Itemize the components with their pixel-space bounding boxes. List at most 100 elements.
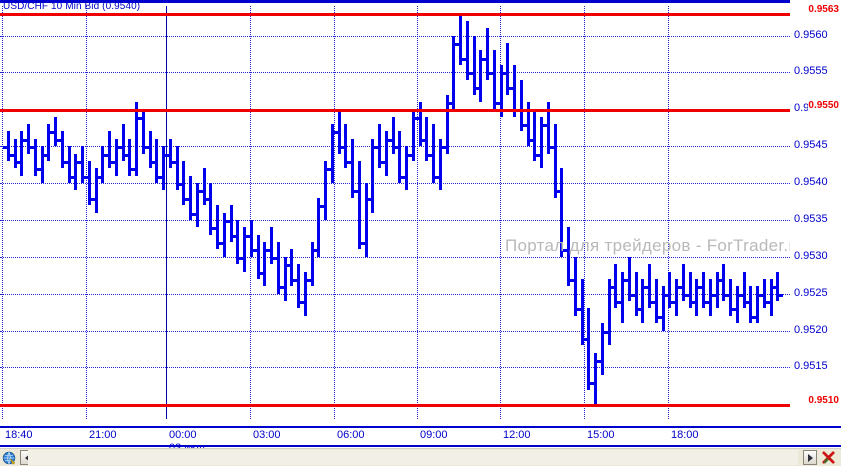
ohlc-open-tick [664,293,668,297]
ohlc-bar [176,146,179,191]
ohlc-bar [270,227,273,265]
ohlc-open-tick [313,249,317,253]
ohlc-open-tick [219,242,223,245]
ohlc-bar [74,153,77,191]
ohlc-close-tick [779,293,783,297]
gridline-vertical [417,6,418,419]
ohlc-open-tick [64,160,68,164]
ohlc-open-tick [151,160,155,164]
ohlc-bar [587,308,590,390]
ohlc-open-tick [334,131,338,135]
gridline-vertical [584,6,585,419]
ohlc-open-tick [192,212,196,216]
ohlc-open-tick [745,301,749,304]
ohlc-bar [722,264,725,301]
ohlc-bar [317,197,320,257]
gridline-vertical [668,6,669,419]
time-tick-label: 06:00 [337,429,365,441]
scroll-right-button[interactable] [803,450,817,465]
ohlc-open-tick [455,42,459,46]
chart-plot-area[interactable] [0,6,790,419]
ohlc-bar [47,124,50,161]
ohlc-open-tick [570,278,574,282]
ohlc-open-tick [543,124,547,127]
ohlc-bar [54,116,57,147]
ohlc-bar [419,101,422,147]
ohlc-bar [668,271,671,309]
ohlc-bar [371,138,374,213]
price-level-label: 0.9563 [808,4,839,16]
time-axis[interactable]: 03 июл 18:4021:0000:0003:0006:0009:0012:… [0,428,841,454]
ohlc-bar [459,13,462,65]
ohlc-bar [520,79,523,132]
ohlc-bar [324,160,327,220]
ohlc-open-tick [118,146,122,150]
time-tick-label: 03:00 [253,429,281,441]
ohlc-bar [68,146,71,183]
ohlc-bar [365,183,368,257]
ohlc-open-tick [307,278,311,282]
ohlc-bar [729,278,732,316]
ohlc-bar [567,227,570,287]
ohlc-bar [655,278,658,324]
ohlc-bars [0,6,790,419]
time-tick-label: 00:00 [169,429,197,441]
time-tick-label: 18:40 [5,429,33,441]
gridline-vertical [500,6,501,419]
ohlc-open-tick [158,175,162,179]
ohlc-open-tick [691,301,695,304]
ohlc-open-tick [253,249,257,253]
ohlc-bar [338,109,341,154]
ohlc-open-tick [246,234,250,238]
price-level-label: 0.9550 [808,100,839,112]
ohlc-bar [20,131,23,176]
chart-bottom-border [0,426,841,428]
ohlc-bar [554,124,557,198]
ohlc-open-tick [502,72,506,76]
ohlc-bar [682,264,685,301]
ohlc-bar [385,131,388,176]
ohlc-open-tick [536,153,540,157]
ohlc-bar [135,101,138,176]
ohlc-bar [581,278,584,346]
ohlc-bar [648,264,651,309]
ohlc-bar [95,168,98,213]
ohlc-bar [709,278,712,316]
ohlc-open-tick [739,293,743,297]
ohlc-open-tick [361,242,365,245]
ohlc-bar [506,42,509,95]
ohlc-bar [392,116,395,154]
ohlc-bar [641,278,644,324]
ohlc-open-tick [124,153,128,157]
gridline-horizontal [0,72,790,74]
ohlc-bar [34,138,37,176]
ohlc-open-tick [280,286,284,290]
ohlc-bar [533,109,536,161]
ohlc-open-tick [705,301,709,304]
price-tick-label: 0.9525 [794,286,828,299]
ohlc-open-tick [556,190,560,194]
ohlc-bar [378,124,381,169]
ohlc-open-tick [766,301,770,304]
ohlc-open-tick [698,286,702,290]
horizontal-scrollbar-track[interactable]: ||| [28,450,798,465]
ohlc-open-tick [496,101,500,105]
arrow-left-icon [24,453,30,462]
price-axis[interactable]: 0.9560 0.9555 0.9550 0.9545 0.9540 0.9535 0.95… [790,0,841,426]
ohlc-open-tick [340,146,344,150]
ohlc-open-tick [320,205,324,209]
chart-canvas[interactable]: USD/CHF 10 Min Bid (0.9540) Портал для т… [0,0,841,454]
close-icon[interactable] [821,450,836,465]
ohlc-open-tick [428,153,432,157]
ohlc-open-tick [374,146,378,150]
bottom-toolbar[interactable]: ||| [0,448,841,466]
watermark-text: Портал для трейдеров - ForTrader.ru [505,236,805,255]
ohlc-open-tick [685,293,689,297]
ohlc-bar [41,146,44,183]
ohlc-open-tick [111,160,115,164]
ohlc-bar [223,212,226,257]
ohlc-bar [756,286,759,324]
globe-icon[interactable] [2,451,16,465]
ohlc-bar [540,116,543,169]
ohlc-bar [736,286,739,324]
